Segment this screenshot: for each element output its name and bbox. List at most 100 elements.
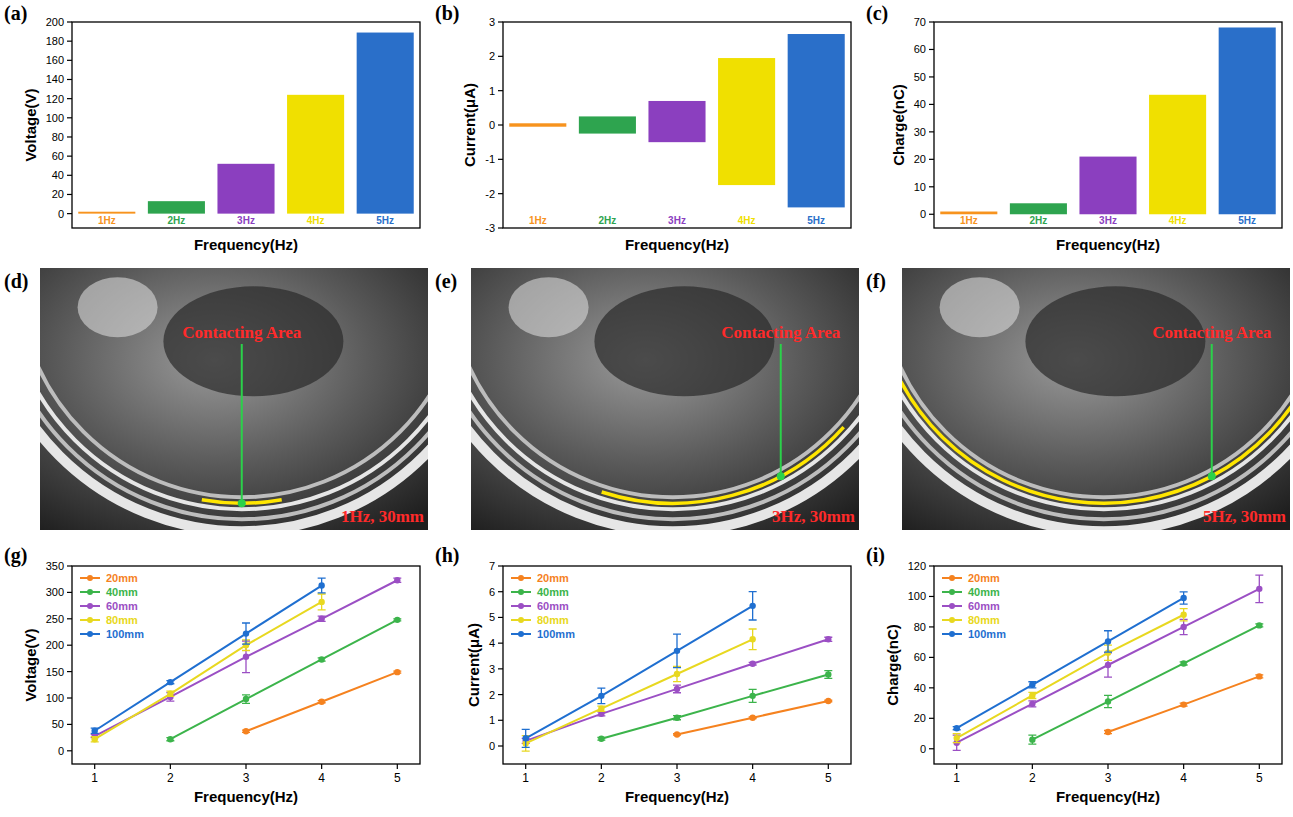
point (825, 698, 831, 704)
y-tick-label: 50 (52, 718, 64, 730)
category-label: 4Hz (738, 215, 756, 226)
x-tick-label: 3 (674, 771, 681, 785)
y-tick (498, 643, 503, 644)
legend-marker (518, 575, 524, 581)
y-tick-label: 40 (52, 169, 64, 181)
y-tick-label: 2 (489, 50, 495, 62)
photo-panel: (e)Contacting Area3Hz, 30mm (415, 15, 931, 531)
y-tick-label: 20 (914, 712, 926, 724)
error-bar (749, 689, 757, 702)
signal-band (148, 201, 205, 213)
y-tick (67, 60, 72, 61)
marks (522, 592, 833, 751)
error-bar (166, 691, 174, 696)
point (243, 630, 249, 636)
signal-band (579, 116, 636, 133)
marks (509, 34, 844, 207)
plot-frame (934, 22, 1282, 228)
y-tick (498, 668, 503, 669)
y-tick (498, 694, 503, 695)
x-tick-label: 1 (91, 771, 98, 785)
y-tick-label: 120 (908, 560, 926, 572)
y-tick (498, 227, 503, 228)
ring (471, 268, 859, 509)
photo-glare (78, 277, 158, 337)
y-axis-title: Current(μA) (461, 83, 478, 167)
legend-label: 100mm (106, 628, 144, 640)
y-tick-label: 100 (46, 112, 64, 124)
ring (40, 268, 428, 530)
error-bar (597, 706, 605, 711)
panel-letter: (b) (435, 2, 459, 25)
point (318, 698, 324, 704)
x-tick-label: 1 (522, 771, 529, 785)
x-tick (1259, 764, 1260, 769)
panel-letter: (c) (866, 2, 888, 25)
category-label: 3Hz (1099, 215, 1117, 226)
y-tick-label: 200 (46, 16, 64, 28)
y-tick-label: 10 (914, 181, 926, 193)
marks (78, 33, 413, 214)
series-line (677, 701, 828, 734)
leader (780, 344, 782, 476)
error-bar (1180, 592, 1188, 604)
error-bar (824, 671, 832, 679)
panel-letter: (g) (4, 544, 27, 567)
y-tick-label: 70 (914, 16, 926, 28)
legend-marker (87, 617, 93, 623)
point (1256, 586, 1262, 592)
error-bar (91, 737, 99, 742)
panel: (i)1234520mm40mm60mm80mm100mm02040608010… (866, 544, 1282, 805)
error-bar (1180, 619, 1188, 634)
x-tick-label: 2 (167, 771, 174, 785)
x-tick (676, 764, 677, 769)
point (1256, 622, 1262, 628)
series-line (1032, 625, 1259, 739)
signal-band (1149, 95, 1206, 214)
point (1029, 736, 1035, 742)
x-tick (1183, 764, 1184, 769)
ring (40, 268, 428, 497)
x-tick (752, 764, 753, 769)
y-tick-label: 350 (46, 560, 64, 572)
x-axis-title: Frequency(Hz) (194, 788, 298, 805)
point (1105, 662, 1111, 668)
legend-marker (87, 575, 93, 581)
ring (40, 268, 428, 519)
legend-label: 20mm (968, 572, 1000, 584)
point (243, 728, 249, 734)
legend-marker (518, 631, 524, 637)
y-tick (929, 657, 934, 658)
ring (902, 268, 1290, 530)
y-tick-label: 1 (489, 85, 495, 97)
signal-band (788, 34, 845, 207)
ring (902, 268, 1290, 509)
point (318, 616, 324, 622)
contact-arc (602, 427, 844, 503)
y-tick (67, 117, 72, 118)
legend-marker (949, 603, 955, 609)
signal-band (357, 33, 414, 214)
photo (471, 268, 859, 530)
y-tick (67, 645, 72, 646)
x-tick-label: 2 (598, 771, 605, 785)
y-tick (498, 591, 503, 592)
contact-dot (777, 472, 785, 480)
y-tick (498, 617, 503, 618)
x-tick-label: 3 (243, 771, 250, 785)
photo-glare (509, 277, 589, 337)
y-axis-title: Charge(nC) (890, 84, 907, 166)
y-tick (67, 724, 72, 725)
y-tick-label: 80 (914, 621, 926, 633)
x-axis-title: Frequency(Hz) (625, 236, 729, 253)
y-tick-label: 0 (920, 208, 926, 220)
ring (471, 268, 859, 530)
x-tick (1032, 764, 1033, 769)
point (749, 661, 755, 667)
x-tick (1107, 764, 1108, 769)
x-tick (170, 764, 171, 769)
point (1256, 673, 1262, 679)
x-tick-label: 5 (825, 771, 832, 785)
y-tick (498, 90, 503, 91)
panel: (b)1Hz2Hz3Hz4Hz5Hz-3-2-10123Frequency(Hz… (435, 2, 851, 253)
